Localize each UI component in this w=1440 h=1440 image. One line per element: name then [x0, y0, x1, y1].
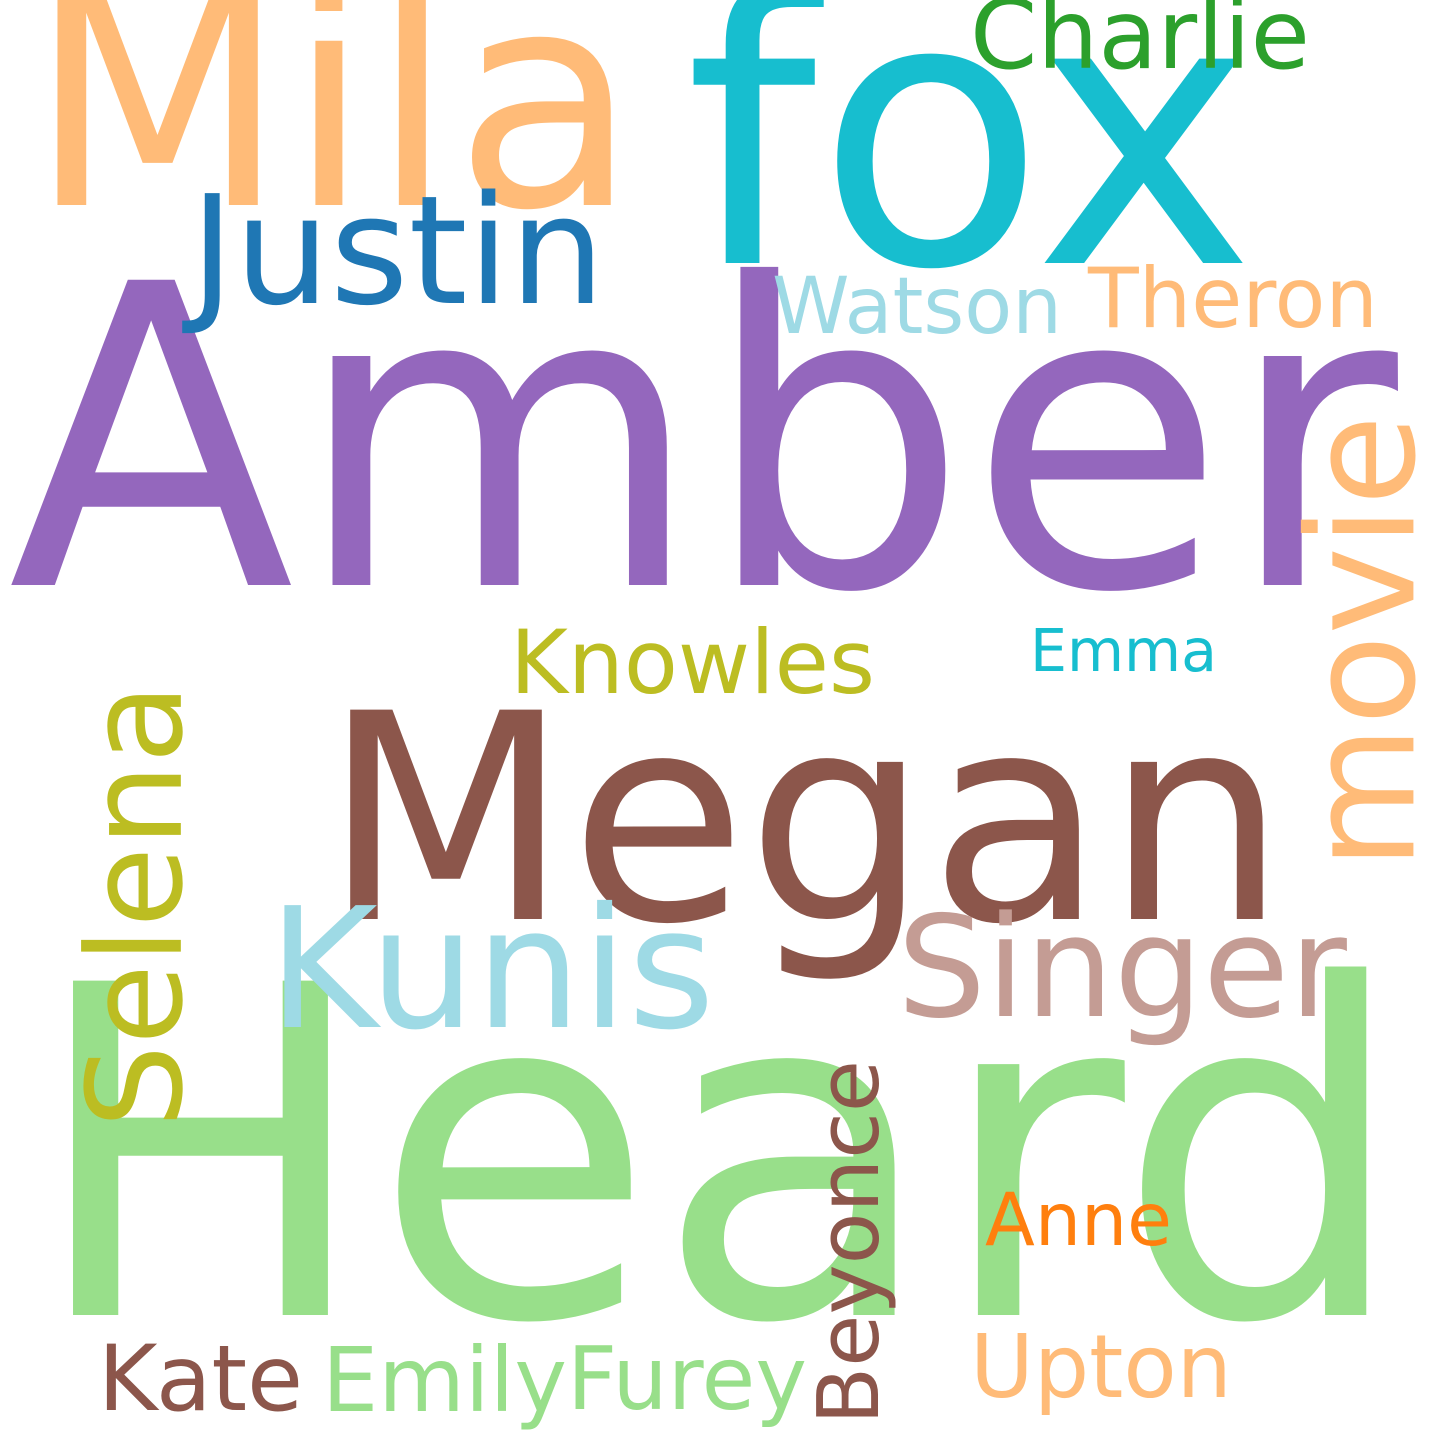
word-mila: Mila [28, 0, 639, 276]
word-singer: Singer [897, 886, 1347, 1050]
word-furey: Furey [567, 1328, 807, 1431]
word-justin: Justin [190, 162, 605, 339]
word-emma: Emma [1030, 616, 1217, 685]
word-emily: Emily [322, 1327, 567, 1432]
word-kunis: Kunis [268, 872, 715, 1067]
word-heard: Heard [28, 890, 1408, 1425]
word-beyonce: Beyonce [799, 1060, 899, 1425]
word-fox: fox [685, 0, 1255, 353]
word-kate: Kate [98, 1326, 303, 1432]
word-charlie: Charlie [970, 0, 1310, 91]
word-upton: Upton [970, 1316, 1232, 1419]
word-movie: movie [1275, 414, 1440, 870]
word-knowles: Knowles [510, 610, 875, 714]
word-theron: Theron [1088, 249, 1378, 347]
word-anne: Anne [985, 1177, 1172, 1263]
word-watson: Watson [772, 261, 1062, 353]
word-megan: Megan [322, 652, 1288, 988]
word-amber: Amber [8, 195, 1398, 684]
word-selena: Selena [58, 683, 212, 1129]
